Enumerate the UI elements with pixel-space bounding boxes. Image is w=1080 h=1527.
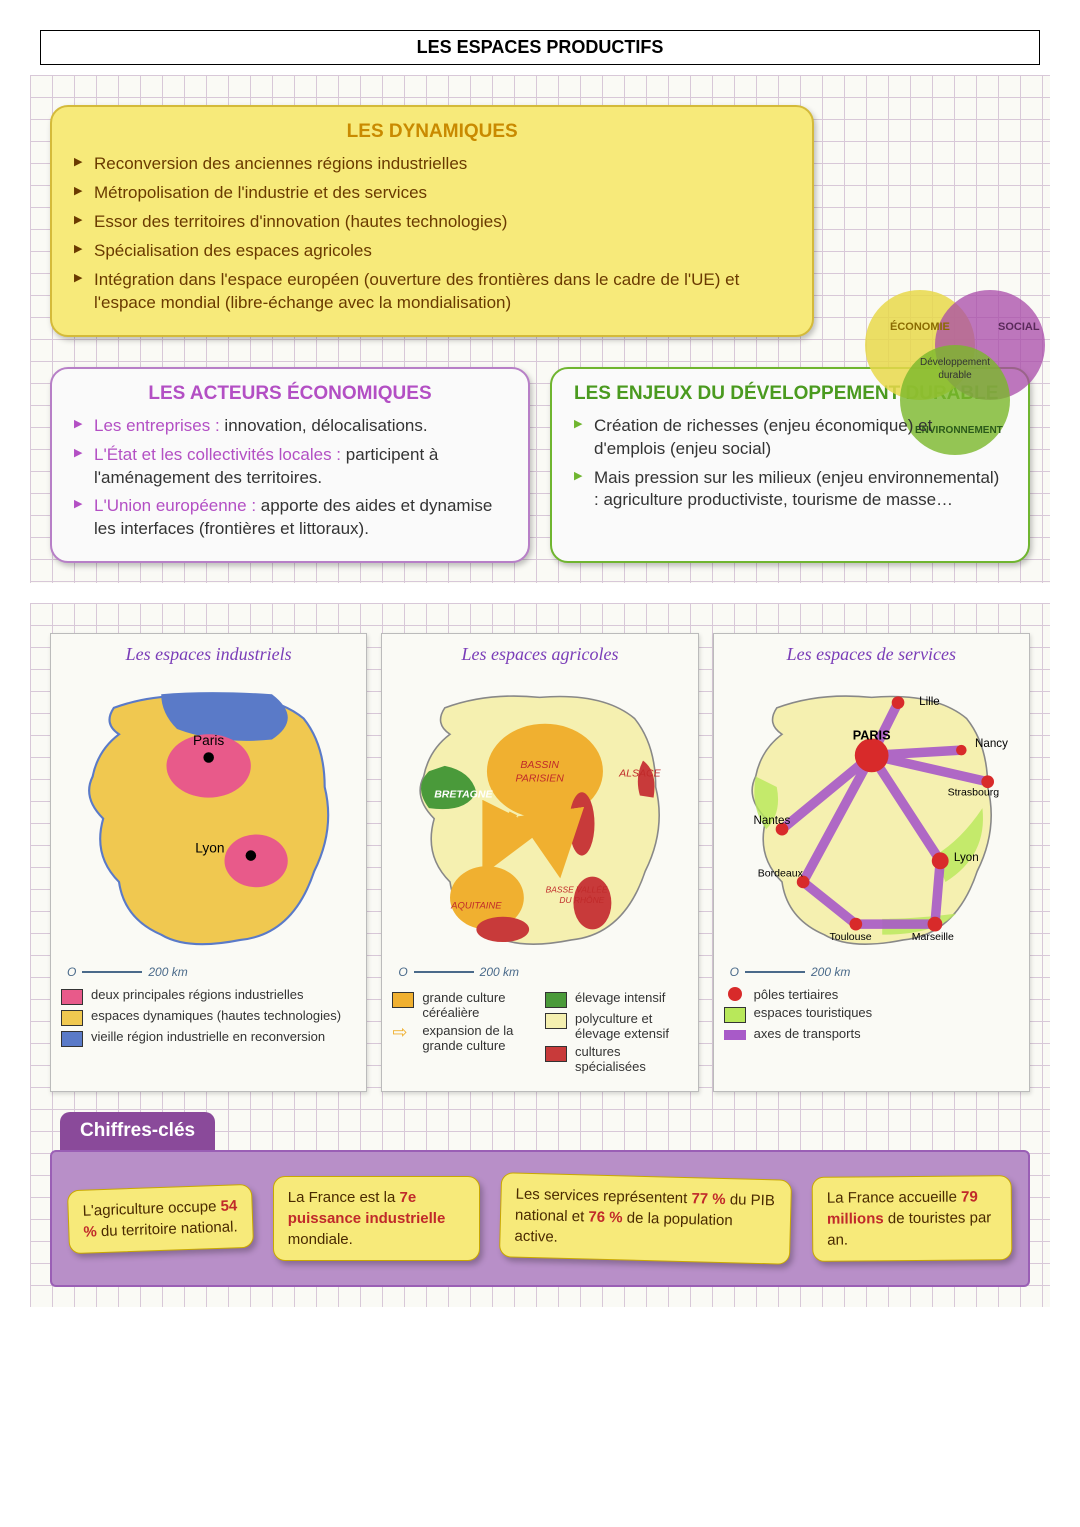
fact-agriculture: L'agriculture occupe 54 % du territoire …	[67, 1183, 254, 1253]
svg-text:Bordeaux: Bordeaux	[757, 868, 803, 880]
card-acteurs: LES ACTEURS ÉCONOMIQUES Les entreprises …	[50, 367, 530, 564]
enj-item: Création de richesses (enjeu économique)…	[574, 415, 1006, 461]
svg-text:BRETAGNE: BRETAGNE	[435, 789, 494, 801]
map-title-services: Les espaces de services	[724, 644, 1019, 665]
act-item: Les entreprises : innovation, délocalisa…	[74, 415, 506, 438]
chiffres-tab: Chiffres-clés	[60, 1112, 215, 1150]
act-item: L'Union européenne : apporte des aides e…	[74, 495, 506, 541]
card-title-acteurs: LES ACTEURS ÉCONOMIQUES	[74, 383, 506, 405]
fact-industrie: La France est la 7e puissance industriel…	[273, 1176, 481, 1261]
svg-text:PARISIEN: PARISIEN	[516, 773, 565, 785]
svg-text:Paris: Paris	[193, 733, 224, 748]
page-title: LES ESPACES PRODUCTIFS	[40, 30, 1040, 65]
legend-industriels: deux principales régions industrielles e…	[61, 987, 356, 1047]
map-agricoles: Les espaces agricoles BRETAGNE	[381, 633, 698, 1092]
svg-text:PARIS: PARIS	[852, 729, 890, 743]
dyn-item: Métropolisation de l'industrie et des se…	[74, 182, 790, 205]
legend-services: pôles tertiaires espaces touristiques ax…	[724, 987, 1019, 1041]
list-acteurs: Les entreprises : innovation, délocalisa…	[74, 415, 506, 542]
list-dynamiques: Reconversion des anciennes régions indus…	[74, 153, 790, 315]
chiffres-bar: L'agriculture occupe 54 % du territoire …	[50, 1150, 1030, 1287]
legend-agricoles: grande culture céréalière ⇨expansion de …	[392, 987, 687, 1077]
svg-text:Lyon: Lyon	[954, 851, 979, 864]
map-scale: O200 km	[67, 965, 356, 979]
map-title-agricoles: Les espaces agricoles	[392, 644, 687, 665]
map-industriels: Les espaces industriels Paris Lyon O200 …	[50, 633, 367, 1092]
dyn-item: Essor des territoires d'innovation (haut…	[74, 211, 790, 234]
enj-item: Mais pression sur les milieux (enjeu env…	[574, 467, 1006, 513]
svg-text:DU RHÔNE: DU RHÔNE	[560, 895, 605, 905]
svg-text:BASSIN: BASSIN	[521, 759, 560, 771]
svg-text:ÉCONOMIE: ÉCONOMIE	[890, 320, 950, 333]
svg-text:SOCIAL: SOCIAL	[998, 321, 1040, 333]
card-title-dynamiques: LES DYNAMIQUES	[74, 121, 790, 143]
map-scale: O200 km	[398, 965, 687, 979]
svg-text:BASSE VALLÉE: BASSE VALLÉE	[546, 885, 608, 895]
map-services: Les espaces de services	[713, 633, 1030, 1092]
svg-text:Nancy: Nancy	[975, 737, 1008, 750]
dyn-item: Intégration dans l'espace européen (ouve…	[74, 269, 790, 315]
section-concepts: LES DYNAMIQUES Reconversion des ancienne…	[30, 75, 1050, 583]
svg-text:AQUITAINE: AQUITAINE	[451, 901, 503, 912]
fact-tourisme: La France accueille 79 millions de touri…	[811, 1175, 1012, 1262]
svg-text:Marseille: Marseille	[911, 931, 953, 943]
svg-text:durable: durable	[938, 370, 972, 381]
svg-text:Lyon: Lyon	[195, 841, 224, 856]
svg-text:ALSACE: ALSACE	[618, 768, 662, 780]
map-scale: O200 km	[730, 965, 1019, 979]
section-maps: Les espaces industriels Paris Lyon O200 …	[30, 603, 1050, 1307]
card-dynamiques: LES DYNAMIQUES Reconversion des ancienne…	[50, 105, 814, 337]
dyn-item: Reconversion des anciennes régions indus…	[74, 153, 790, 176]
svg-text:Toulouse: Toulouse	[829, 931, 871, 943]
svg-text:Strasbourg: Strasbourg	[947, 787, 999, 799]
svg-text:Développement: Développement	[920, 357, 990, 368]
svg-text:Lille: Lille	[919, 695, 940, 708]
svg-text:Nantes: Nantes	[753, 814, 790, 827]
map-title-industriels: Les espaces industriels	[61, 644, 356, 665]
act-item: L'État et les collectivités locales : pa…	[74, 444, 506, 490]
fact-services: Les services représentent 77 % du PIB na…	[499, 1172, 792, 1265]
dyn-item: Spécialisation des espaces agricoles	[74, 240, 790, 263]
